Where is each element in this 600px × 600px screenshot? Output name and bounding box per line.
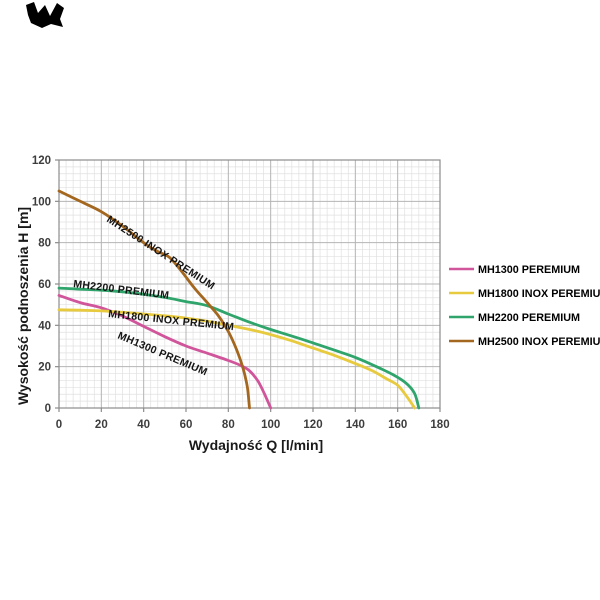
y-tick-label: 60 (38, 279, 51, 291)
tick-labels: 0 20 40 60 80 100 120 140 160 180 0 20 40 60 80 100 120 (32, 155, 450, 431)
y-tick-label: 0 (45, 403, 51, 415)
torn-corner-decoration (26, 2, 64, 28)
y-tick-label: 80 (38, 238, 51, 250)
x-axis-title: Wydajność Q [l/min] (189, 437, 323, 453)
legend-label: MH2200 PEREMIUM (478, 312, 580, 324)
x-tick-label: 180 (430, 419, 449, 431)
chart-render-root: 0 20 40 60 80 100 120 140 160 180 0 20 40 60 80 100 120 M… (32, 155, 600, 431)
axis-ticks (55, 159, 441, 412)
series-line-mh1300-peremium (57, 294, 273, 410)
x-tick-label: 140 (346, 419, 365, 431)
x-tick-label: 20 (95, 419, 108, 431)
x-tick-label: 60 (180, 419, 193, 431)
torn-corner-shape (26, 2, 64, 28)
y-tick-label: 20 (38, 362, 51, 374)
y-axis-title: Wysokość podnoszenia H [m] (15, 207, 31, 405)
y-tick-label: 40 (38, 320, 51, 332)
x-tick-label: 120 (303, 419, 322, 431)
x-tick-label: 40 (137, 419, 150, 431)
y-tick-label: 100 (32, 196, 51, 208)
x-tick-label: 80 (222, 419, 235, 431)
series-line-mh1800-inox-peremium (57, 308, 416, 410)
legend-label: MH1800 INOX PEREMIUM (478, 288, 600, 300)
y-tick-label: 120 (32, 155, 51, 167)
series-line-mh2200-peremium (57, 286, 421, 410)
legend: MH1300 PEREMIUM MH1800 INOX PEREMIUM MH220… (449, 264, 600, 348)
legend-label: MH2500 INOX PEREMIUM (478, 336, 600, 348)
legend-label: MH1300 PEREMIUM (478, 264, 580, 276)
series-line-mh2500-inox-peremium (57, 189, 251, 410)
x-tick-label: 160 (388, 419, 407, 431)
x-tick-label: 0 (56, 419, 62, 431)
series-lines (57, 189, 421, 410)
x-tick-label: 100 (261, 419, 280, 431)
